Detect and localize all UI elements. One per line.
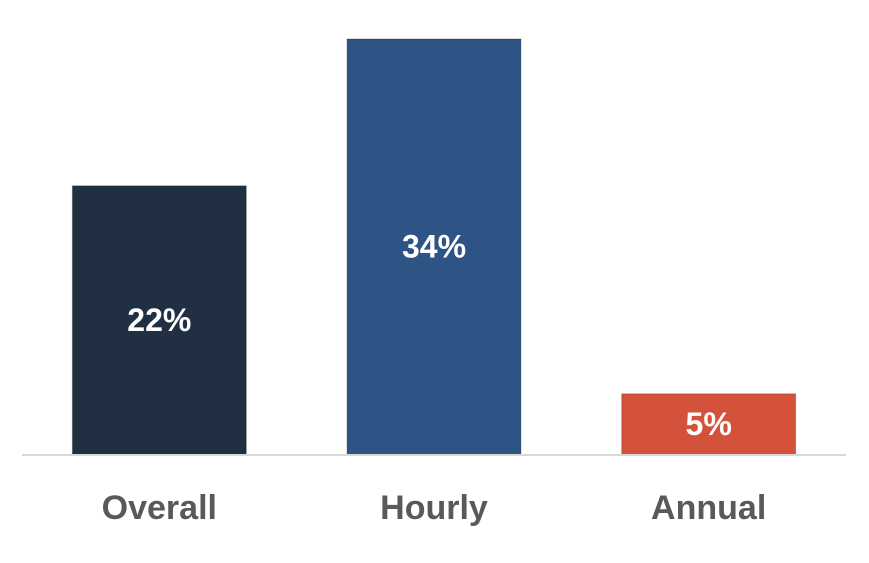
value-label: 34% <box>402 228 466 264</box>
x-tick-label: Hourly <box>380 489 488 527</box>
bar <box>621 393 797 456</box>
x-tick-label: Annual <box>651 489 766 527</box>
bar <box>71 185 247 456</box>
bar <box>346 38 522 456</box>
x-tick-label: Overall <box>102 489 217 527</box>
value-label: 5% <box>686 406 732 442</box>
value-label: 22% <box>127 302 191 338</box>
